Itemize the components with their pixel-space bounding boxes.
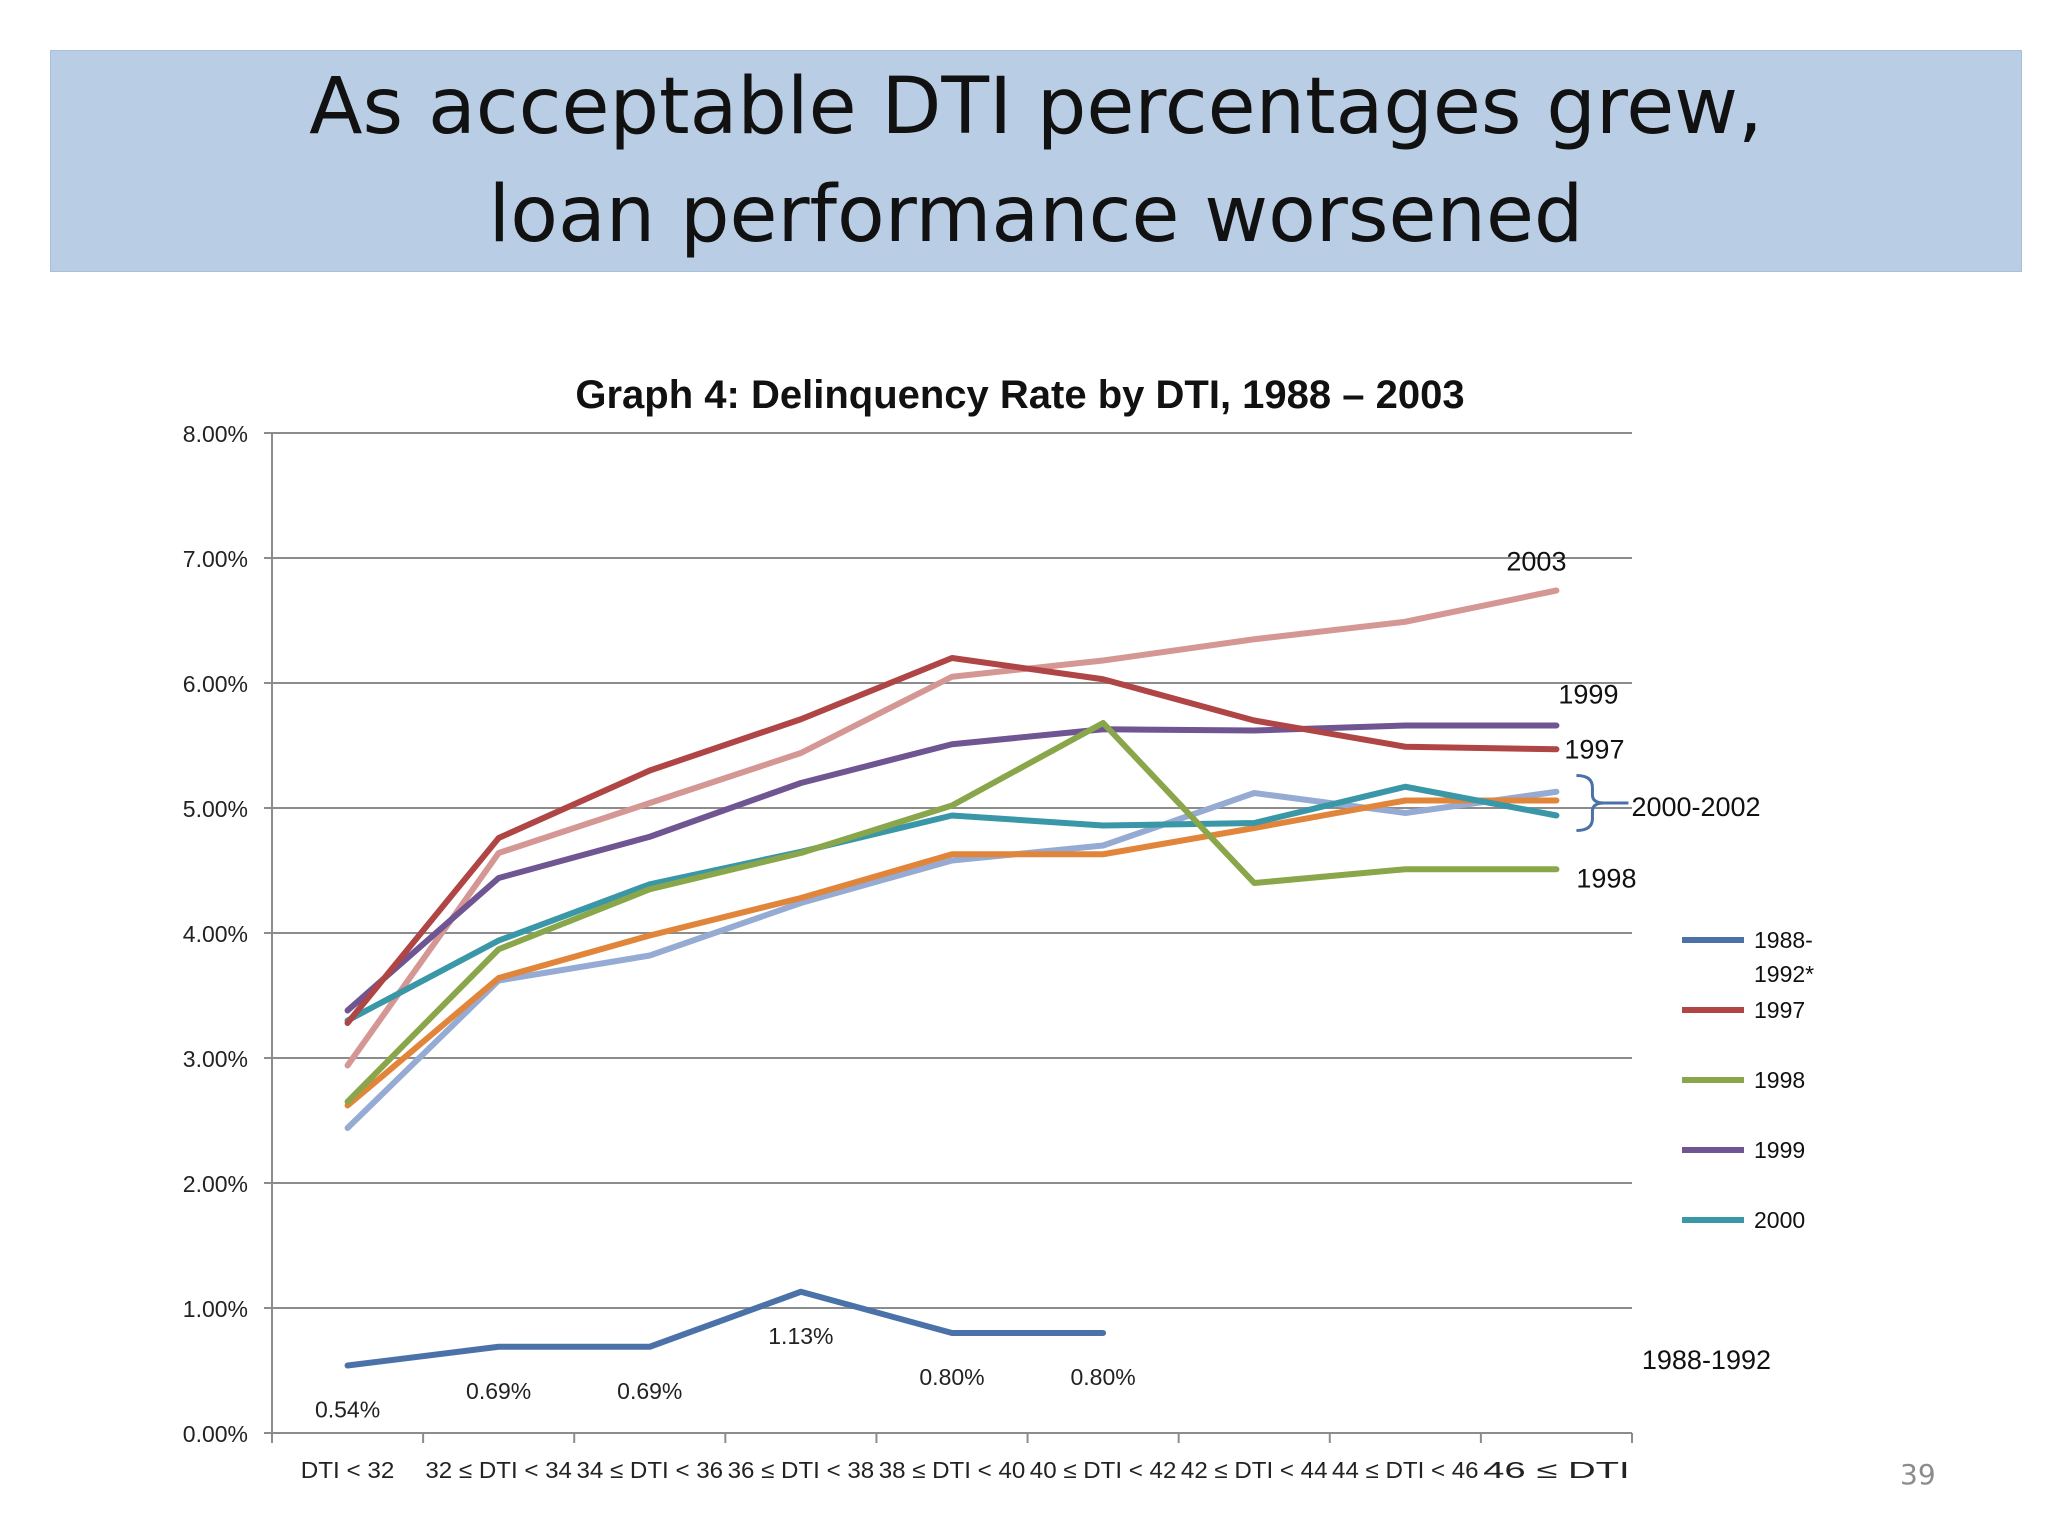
annotation-label: 2000-2002: [1631, 792, 1760, 822]
data-label: 0.80%: [919, 1364, 984, 1390]
y-tick-label: 1.00%: [183, 1296, 248, 1322]
series-lines: [344, 587, 1560, 1369]
series-line-1988-1992: [344, 1288, 1107, 1369]
x-tick-label: 34 ≤ DTI < 36: [576, 1457, 723, 1483]
x-tick-label: 42 ≤ DTI < 44: [1181, 1457, 1328, 1483]
data-label: 0.80%: [1071, 1364, 1136, 1390]
y-tick-label: 6.00%: [183, 671, 248, 697]
y-tick-label: 4.00%: [183, 921, 248, 947]
y-tick-label: 8.00%: [183, 421, 248, 447]
annotation-label: 2003: [1506, 547, 1566, 577]
legend-label: 1999: [1754, 1137, 1805, 1163]
title-band: As acceptable DTI percentages grew, loan…: [50, 50, 2022, 272]
y-tick-label: 2.00%: [183, 1171, 248, 1197]
series-line-1998: [344, 720, 1560, 1105]
x-tick-label: DTI < 32: [301, 1457, 395, 1483]
legend-label: 1997: [1754, 997, 1805, 1023]
gridlines: [264, 432, 1632, 1434]
data-label: 0.69%: [617, 1378, 682, 1404]
legend-label: 1998: [1754, 1067, 1805, 1093]
x-tick-label: 46 ≤ DTI: [1483, 1457, 1630, 1483]
axes: 0.00% 1.00% 2.00% 3.00% 4.00% 5.00% 6.00% 7.00%…: [183, 421, 1633, 1483]
series-line-unlabeled-5: [344, 797, 1560, 1109]
data-label: 0.54%: [315, 1397, 380, 1423]
series-line-2000: [344, 783, 1560, 1024]
x-tick-label: 38 ≤ DTI < 40: [879, 1457, 1026, 1483]
x-tick-label: 32 ≤ DTI < 34: [425, 1457, 572, 1483]
legend-label: 2000: [1754, 1207, 1805, 1233]
grouping-brace: [1576, 774, 1605, 832]
slide-title: As acceptable DTI percentages grew, loan…: [309, 62, 1763, 260]
annotation-label: 1988-1992: [1642, 1345, 1771, 1375]
data-label: 1.13%: [768, 1323, 833, 1349]
annotation-label: 1999: [1558, 680, 1618, 710]
y-tick-label: 5.00%: [183, 796, 248, 822]
legend: 1988-1992* 1997 1998 1999 2000: [1682, 927, 1814, 1233]
x-tick-label: 40 ≤ DTI < 42: [1030, 1457, 1177, 1483]
series-line-1999: [344, 722, 1560, 1014]
series-line-unlabeled-7: [344, 587, 1560, 1069]
annotation-label: 1998: [1576, 863, 1636, 893]
chart-title: Graph 4: Delinquency Rate by DTI, 1988 –…: [575, 373, 1464, 417]
x-tick-label: 36 ≤ DTI < 38: [728, 1457, 875, 1483]
data-label: 0.69%: [466, 1378, 531, 1404]
y-tick-label: 3.00%: [183, 1046, 248, 1072]
page-number: 39: [1900, 1458, 1936, 1491]
series-line-unlabeled-6: [344, 788, 1560, 1131]
y-tick-label: 7.00%: [183, 546, 248, 572]
x-tick-label: 44 ≤ DTI < 46: [1332, 1457, 1479, 1483]
y-tick-label: 0.00%: [183, 1421, 248, 1447]
series-line-1997: [344, 655, 1560, 1026]
annotation-label: 1997: [1564, 734, 1624, 764]
data-labels: 0.54% 0.69% 0.69% 1.13% 0.80% 0.80%: [315, 1323, 1136, 1423]
legend-label: 1988-1992*: [1754, 927, 1814, 987]
